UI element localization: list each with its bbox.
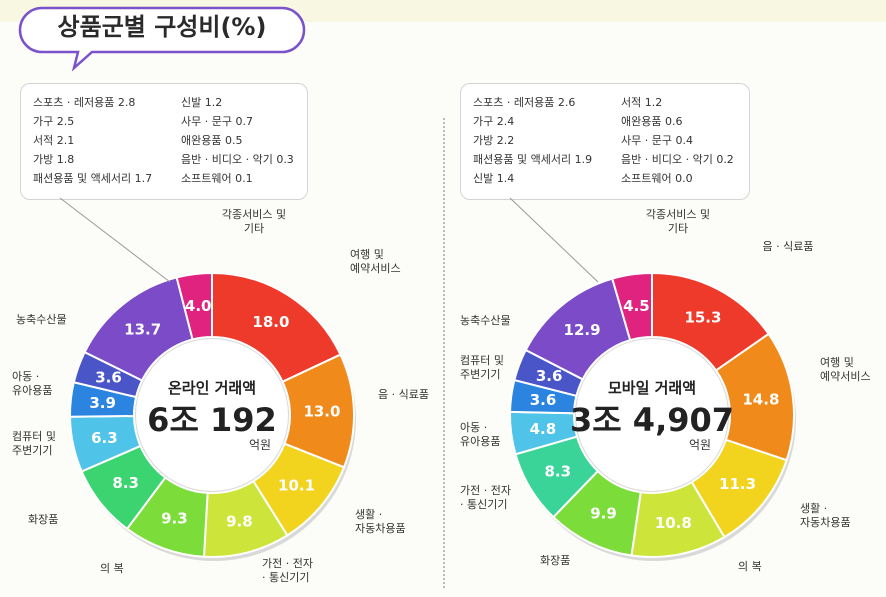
slice-value-label: 3.6: [530, 391, 557, 409]
legend-item: 가구 2.5: [33, 115, 75, 128]
chart-divider: [443, 118, 445, 588]
slice-value-label: 11.3: [719, 475, 756, 493]
category-label: 각종서비스 및 기타: [646, 208, 710, 235]
title-bubble: [18, 6, 306, 72]
legend-item: 음반 · 비디오 · 악기 0.2: [621, 153, 734, 166]
slice-value-label: 8.3: [544, 463, 571, 481]
legend-item: 서적 1.2: [621, 96, 663, 109]
category-label: 생활 · 자동차용품: [355, 507, 406, 535]
center-unit: 억원: [689, 438, 711, 452]
page-title: 상품군별 구성비(%): [57, 13, 267, 41]
category-label: 의 복: [100, 562, 124, 575]
slice-value-label: 4.0: [185, 297, 212, 315]
category-label: 화장품: [540, 554, 570, 567]
legend-item: 신발 1.2: [181, 96, 223, 109]
category-label: 컴퓨터 및 주변기기: [460, 354, 504, 381]
legend-col-right: 서적 1.2 애완용품 0.6 사무 · 문구 0.4 음반 · 비디오 · 악…: [621, 93, 734, 188]
legend-box-mobile: 스포츠 · 레저용품 2.6 가구 2.4 가방 2.2 패션용품 및 액세서리…: [460, 83, 750, 200]
legend-item: 가방 1.8: [33, 153, 75, 166]
slice-value-label: 3.6: [95, 369, 122, 387]
slice-value-label: 10.8: [655, 514, 692, 532]
leader-line: [59, 197, 171, 283]
category-label: 여행 및 예약서비스: [350, 248, 401, 275]
slice-value-label: 9.8: [226, 513, 253, 531]
legend-box-online: 스포츠 · 레저용품 2.8 가구 2.5 서적 2.1 가방 1.8 패션용품…: [20, 83, 308, 200]
legend-col-right: 신발 1.2 사무 · 문구 0.7 애완용품 0.5 음반 · 비디오 · 악…: [181, 93, 294, 188]
legend-item: 스포츠 · 레저용품 2.6: [473, 96, 576, 109]
slice-value-label: 4.5: [623, 297, 650, 315]
slice-value-label: 18.0: [252, 313, 289, 331]
category-label: 아동 · 유아용품: [460, 421, 500, 448]
donut-slice: [175, 271, 213, 341]
category-label: 여행 및 예약서비스: [820, 356, 871, 383]
slice-value-label: 6.3: [91, 429, 118, 447]
center-amount: 6조 192: [147, 401, 277, 439]
slice-value-label: 8.3: [112, 474, 139, 492]
center-title: 온라인 거래액: [168, 379, 256, 397]
legend-item: 애완용품 0.6: [621, 115, 683, 128]
category-label: 농축수산물: [460, 314, 511, 327]
legend-item: 가구 2.4: [473, 115, 515, 128]
slice-value-label: 14.8: [742, 390, 779, 408]
category-label: 컴퓨터 및 주변기기: [12, 430, 56, 457]
legend-item: 소프트웨어 0.1: [181, 172, 253, 185]
category-label: 아동 · 유아용품: [12, 370, 52, 397]
donut-chart-0: 18.0 여행 및 예약서비스 13.0 음 · 식료품 10.1 생활 · 자동차용품 9.8…: [12, 208, 429, 584]
category-label: 생활 · 자동차용품: [800, 501, 851, 529]
legend-item: 사무 · 문구 0.7: [181, 115, 253, 128]
category-label: 가전 · 전자 · 통신기기: [262, 557, 313, 584]
category-label: 화장품: [28, 513, 58, 526]
donut-slice: [211, 271, 342, 384]
legend-col-left: 스포츠 · 레저용품 2.6 가구 2.4 가방 2.2 패션용품 및 액세서리…: [473, 93, 592, 188]
category-label: 각종서비스 및 기타: [222, 208, 286, 235]
slice-value-label: 9.3: [161, 509, 188, 527]
legend-item: 사무 · 문구 0.4: [621, 134, 693, 147]
slice-value-label: 12.9: [564, 321, 601, 339]
slice-value-label: 13.0: [303, 403, 340, 421]
legend-item: 스포츠 · 레저용품 2.8: [33, 96, 136, 109]
legend-item: 패션용품 및 액세서리 1.7: [33, 172, 153, 185]
slice-value-label: 3.6: [536, 367, 563, 385]
legend-item: 음반 · 비디오 · 악기 0.3: [181, 153, 294, 166]
donut-chart-1: 15.3 음 · 식료품 14.8 여행 및 예약서비스 11.3 생활 · 자동차용품 10.…: [460, 208, 871, 573]
slice-value-label: 9.9: [590, 505, 617, 523]
leader-line: [509, 197, 599, 283]
donut-center: [136, 339, 288, 491]
legend-item: 애완용품 0.5: [181, 134, 243, 147]
legend-item: 가방 2.2: [473, 134, 515, 147]
legend-item: 서적 2.1: [33, 134, 75, 147]
slice-value-label: 3.9: [89, 394, 116, 412]
legend-item: 신발 1.4: [473, 172, 515, 185]
legend-item: 패션용품 및 액세서리 1.9: [473, 153, 593, 166]
legend-item: 소프트웨어 0.0: [621, 172, 693, 185]
category-label: 농축수산물: [16, 313, 67, 326]
category-label: 가전 · 전자 · 통신기기: [460, 484, 511, 511]
center-title: 모바일 거래액: [608, 379, 696, 397]
legend-col-left: 스포츠 · 레저용품 2.8 가구 2.5 서적 2.1 가방 1.8 패션용품…: [33, 93, 152, 188]
center-unit: 억원: [249, 438, 271, 452]
slice-value-label: 10.1: [278, 476, 315, 494]
donut-center: [576, 339, 728, 491]
category-label: 음 · 식료품: [763, 240, 814, 253]
slice-value-label: 13.7: [124, 321, 161, 339]
slice-value-label: 15.3: [684, 309, 721, 327]
category-label: 음 · 식료품: [378, 388, 429, 401]
center-amount: 3조 4,907: [570, 401, 734, 439]
category-label: 의 복: [738, 560, 762, 573]
slice-value-label: 4.8: [530, 420, 557, 438]
donut-slice: [611, 271, 653, 342]
